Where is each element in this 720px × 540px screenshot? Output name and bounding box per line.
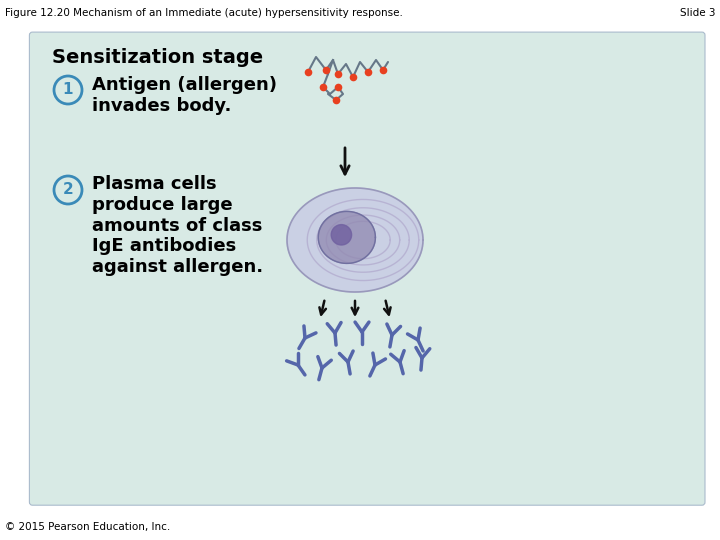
Circle shape: [331, 225, 351, 245]
Text: 2: 2: [63, 183, 73, 198]
Text: Slide 3: Slide 3: [680, 8, 715, 18]
Polygon shape: [318, 211, 375, 264]
Text: Antigen (allergen)
invades body.: Antigen (allergen) invades body.: [92, 76, 277, 115]
FancyBboxPatch shape: [30, 32, 705, 505]
Text: © 2015 Pearson Education, Inc.: © 2015 Pearson Education, Inc.: [5, 522, 170, 532]
Text: Sensitization stage: Sensitization stage: [52, 48, 263, 67]
Text: 1: 1: [63, 83, 73, 98]
Text: Figure 12.20 Mechanism of an Immediate (acute) hypersensitivity response.: Figure 12.20 Mechanism of an Immediate (…: [5, 8, 403, 18]
Polygon shape: [287, 188, 423, 292]
Text: Plasma cells
produce large
amounts of class
IgE antibodies
against allergen.: Plasma cells produce large amounts of cl…: [92, 175, 263, 276]
